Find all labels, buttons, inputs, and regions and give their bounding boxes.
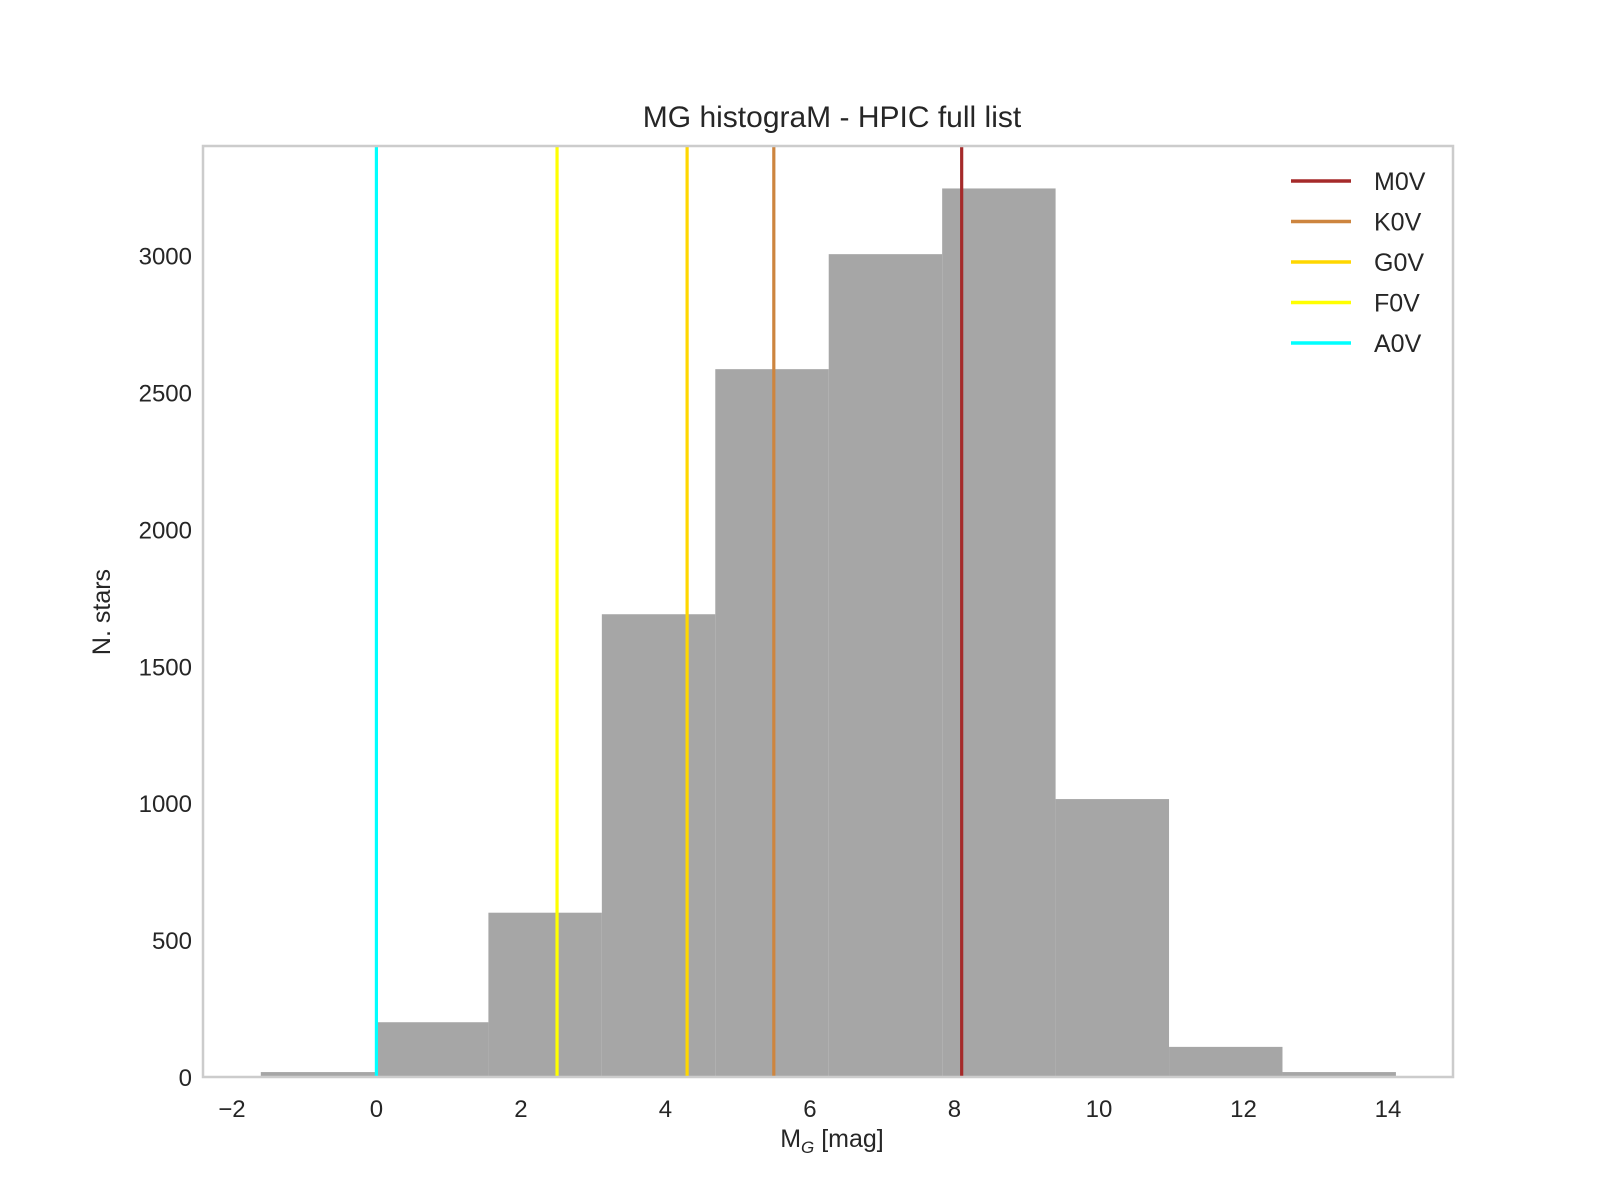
x-tick-label: 0 [370, 1096, 383, 1123]
y-tick-labels: 0 500 1000 1500 2000 2500 3000 [139, 244, 192, 1092]
x-tick-label: 2 [514, 1096, 527, 1123]
histogram-bar-0 [260, 1072, 377, 1077]
x-tick-label: 8 [948, 1096, 961, 1123]
legend-label: F0V [1374, 290, 1420, 318]
x-tick-label: 6 [803, 1096, 816, 1123]
x-tick-label: −2 [218, 1096, 245, 1123]
legend-entry-m0v: M0V [1291, 168, 1426, 196]
y-tick-label: 3000 [139, 244, 192, 271]
histogram-bar-3 [601, 614, 716, 1077]
reference-lines-group [374, 146, 964, 1077]
histogram-bar-7 [1055, 799, 1170, 1077]
x-axis-label: MG [mag] [780, 1125, 884, 1157]
legend-label: K0V [1374, 209, 1422, 237]
y-tick-label: 500 [152, 928, 192, 955]
plot-frame [201, 144, 1455, 1079]
x-tick-label: 14 [1375, 1096, 1402, 1123]
y-tick-label: 0 [179, 1065, 192, 1092]
legend-entry-a0v: A0V [1291, 330, 1422, 358]
chart-title: MG histograM - HPIC full list [643, 101, 1022, 134]
legend: M0V K0V G0V F0V A0V [1291, 168, 1426, 358]
legend-entry-f0v: F0V [1291, 290, 1420, 318]
y-tick-label: 2500 [139, 380, 192, 407]
y-tick-label: 1000 [139, 791, 192, 818]
legend-label: A0V [1374, 330, 1422, 358]
y-tick-label: 1500 [139, 654, 192, 681]
histogram-bar-9 [1282, 1072, 1396, 1077]
histogram-bar-1 [376, 1022, 489, 1077]
histogram-bar-4 [715, 369, 829, 1078]
legend-label: G0V [1374, 249, 1424, 277]
x-tick-label: 12 [1230, 1096, 1257, 1123]
x-axis-label-unit: [mag] [814, 1125, 883, 1153]
x-tick-label: 4 [659, 1096, 672, 1123]
x-axis-label-main: M [780, 1125, 801, 1153]
histogram-bar-2 [488, 912, 602, 1077]
bars-group [260, 188, 1396, 1078]
x-tick-labels: −2 0 2 4 6 8 10 12 14 [218, 1096, 1401, 1123]
histogram-bar-8 [1169, 1046, 1283, 1077]
x-tick-label: 10 [1086, 1096, 1113, 1123]
y-tick-label: 2000 [139, 517, 192, 544]
histogram-bar-5 [828, 254, 943, 1078]
y-axis-label: N. stars [88, 569, 116, 655]
histogram-bar-6 [942, 188, 1056, 1078]
legend-label: M0V [1374, 168, 1426, 196]
legend-entry-g0v: G0V [1291, 249, 1424, 277]
legend-entry-k0v: K0V [1291, 209, 1422, 237]
x-axis-label-sub: G [801, 1138, 814, 1157]
